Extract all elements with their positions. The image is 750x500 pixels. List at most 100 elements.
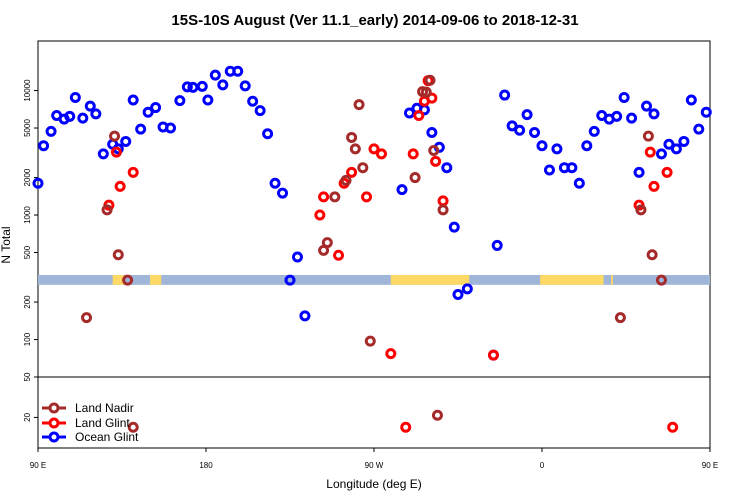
point-land-glint [314,209,326,221]
point-land-nadir [642,130,654,142]
point-ocean-glint [209,69,221,81]
point-land-glint [648,180,660,192]
point-ocean-glint [529,127,541,139]
point-land-nadir [635,204,647,216]
point-ocean-glint [202,94,214,106]
point-land-glint [375,148,387,160]
point-land-glint [368,143,380,155]
point-land-glint [385,348,397,360]
point-ocean-glint [396,184,408,196]
point-ocean-glint [254,105,266,117]
point-land-nadir [112,249,124,261]
point-land-glint [413,110,425,122]
point-ocean-glint [247,95,259,107]
point-ocean-glint [648,108,660,120]
point-land-nadir [101,204,113,216]
point-land-glint [407,148,419,160]
point-ocean-glint [626,112,638,124]
legend-label-ocean-glint: Ocean Glint [75,430,139,444]
point-ocean-glint [174,95,186,107]
point-land-glint [430,155,442,167]
point-land-nadir [109,130,121,142]
point-ocean-glint [277,187,289,199]
land-segment [540,274,604,285]
point-land-nadir [321,237,333,249]
y-tick-label: 50 [23,372,32,381]
point-ocean-glint [232,65,244,77]
point-land-nadir [614,312,626,324]
y-tick-label: 5000 [23,119,32,137]
legend-item-land-nadir: Land Nadir [42,401,134,415]
point-land-glint [487,349,499,361]
legend-item-ocean-glint: Ocean Glint [42,430,139,444]
point-ocean-glint [299,310,311,322]
point-land-glint [661,166,673,178]
point-ocean-glint [693,123,705,135]
point-land-glint [333,249,345,261]
legend-label-land-glint: Land Glint [75,416,130,430]
point-ocean-glint [448,221,460,233]
x-tick-label: 90 W [365,461,384,470]
point-ocean-glint [611,110,623,122]
y-tick-label: 10000 [23,79,32,102]
point-land-nadir [424,74,436,86]
point-ocean-glint [670,143,682,155]
point-ocean-glint [165,122,177,134]
point-ocean-glint [461,283,473,295]
point-land-nadir [127,421,139,433]
legend-marker-land-nadir [48,402,60,414]
y-tick-label: 200 [23,295,32,309]
point-ocean-glint [69,91,81,103]
land-segment [611,274,613,285]
point-ocean-glint [655,148,667,160]
point-ocean-glint [284,274,296,286]
x-tick-label: 90 E [30,461,46,470]
point-ocean-glint [641,100,653,112]
point-land-nadir [340,174,352,186]
point-ocean-glint [491,239,503,251]
ocean-band [38,274,710,285]
point-ocean-glint [262,128,274,140]
point-ocean-glint [84,100,96,112]
point-land-nadir [437,204,449,216]
point-ocean-glint [543,164,555,176]
point-ocean-glint [633,166,645,178]
chart-title: 15S-10S August (Ver 11.1_early) 2014-09-… [171,12,578,29]
point-ocean-glint [196,80,208,92]
point-land-nadir [364,335,376,347]
point-ocean-glint [38,140,50,152]
point-ocean-glint [77,112,89,124]
land-segment [150,274,162,285]
point-land-nadir [346,131,358,143]
point-ocean-glint [506,120,518,132]
plot-frame-upper [37,40,711,378]
point-ocean-glint [32,177,44,189]
point-ocean-glint [291,251,303,263]
point-land-glint [318,191,330,203]
point-land-nadir [420,86,432,98]
x-axis-label: Longitude (deg E) [326,477,421,491]
point-land-glint [114,180,126,192]
point-ocean-glint [142,106,154,118]
point-ocean-glint [426,127,438,139]
point-ocean-glint [700,106,712,118]
point-ocean-glint [452,288,464,300]
point-land-glint [361,191,373,203]
data-points [32,65,712,433]
point-ocean-glint [239,80,251,92]
point-land-nadir [357,162,369,174]
point-ocean-glint [514,124,526,136]
point-land-glint [437,195,449,207]
point-ocean-glint [150,102,162,114]
point-land-glint [400,421,412,433]
point-ocean-glint [269,177,281,189]
y-tick-label: 2000 [23,168,32,186]
point-ocean-glint [678,135,690,147]
legend-marker-ocean-glint [48,431,60,443]
y-tick-label: 100 [23,332,32,346]
land-ocean-band [38,274,710,285]
land-segment [112,274,124,285]
point-ocean-glint [551,143,563,155]
x-tick-label: 90 E [702,461,718,470]
